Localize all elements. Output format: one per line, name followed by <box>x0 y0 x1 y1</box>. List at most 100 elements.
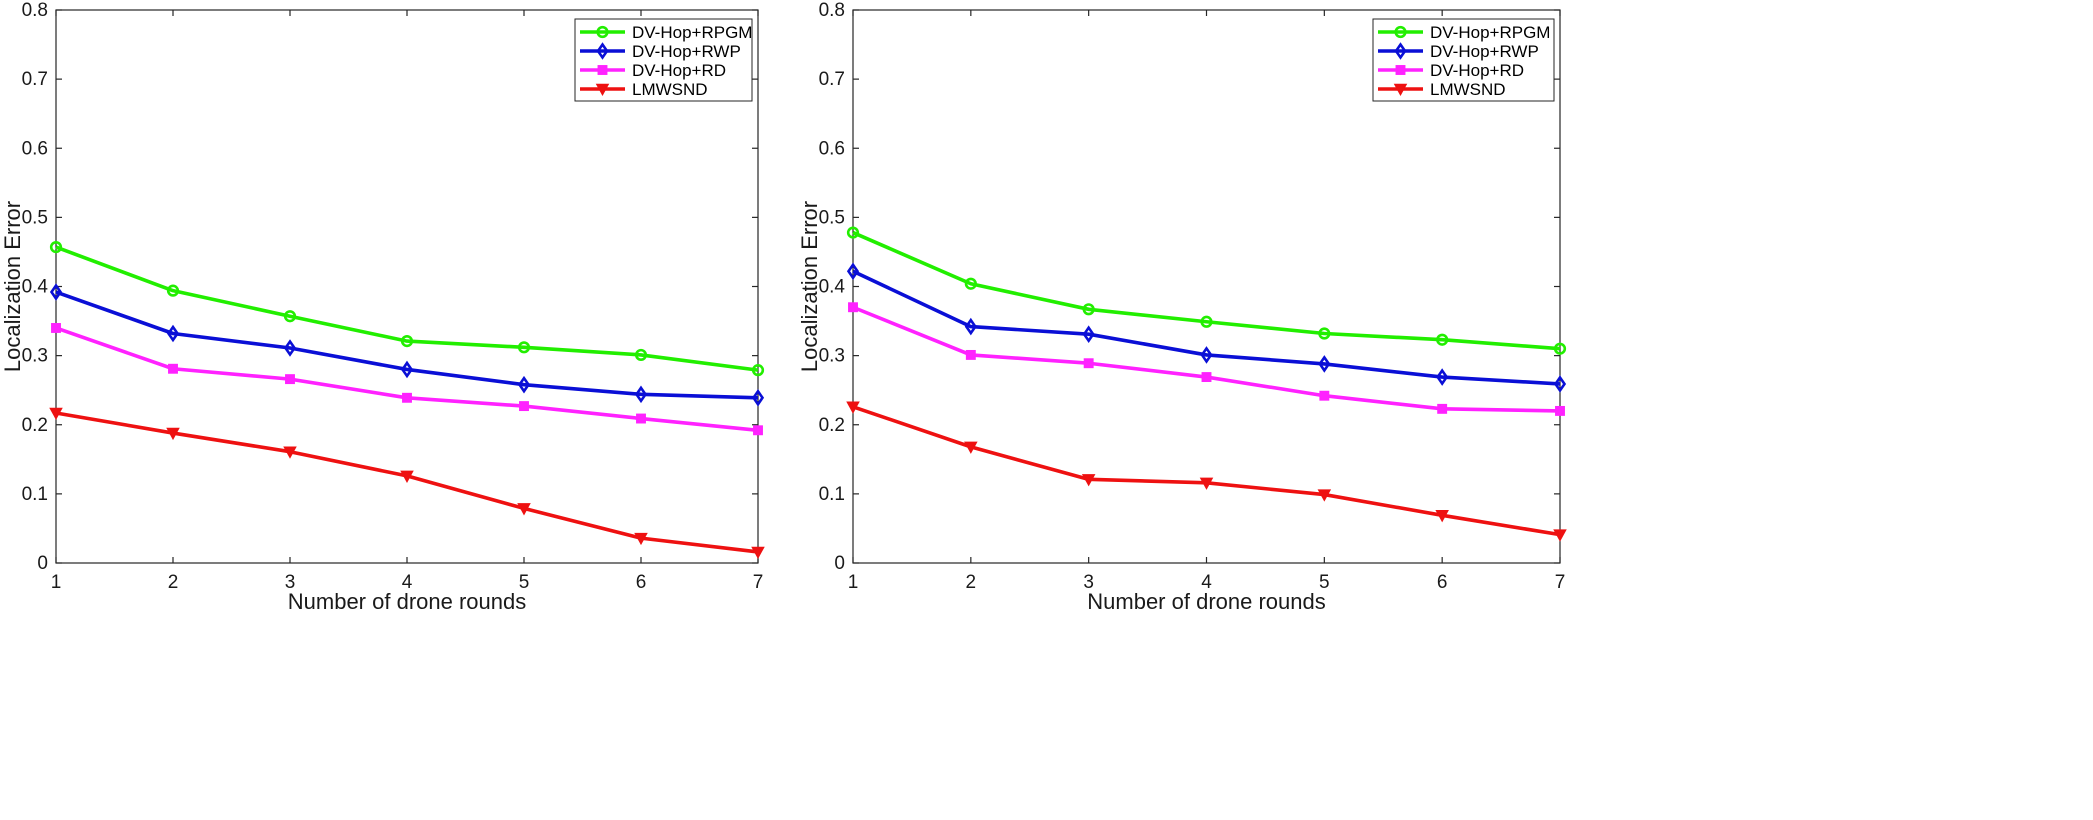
series-line <box>55 326 759 433</box>
y-axis-label: Localization Error <box>797 201 822 372</box>
data-point <box>400 470 414 483</box>
x-tick-label: 1 <box>848 572 859 593</box>
legend-marker <box>1393 83 1408 97</box>
data-point <box>634 532 648 546</box>
data-point <box>49 407 63 421</box>
y-tick-label: 0 <box>834 553 845 574</box>
series-line <box>55 290 759 400</box>
series-dv-hop-rwp <box>846 262 1567 393</box>
data-point <box>49 283 63 301</box>
series-lmwsnd <box>846 401 1567 542</box>
x-tick-label: 4 <box>1201 572 1212 593</box>
data-point <box>519 401 529 412</box>
legend-entry: DV-Hop+RD <box>632 61 726 80</box>
legend-entry: DV-Hop+RPGM <box>632 23 752 42</box>
chart-panel-1: 0 0.1 0.2 0.3 0.4 0.5 0.6 0.7 0.8 1 2 3 4 5 6 7 Number o… <box>0 0 765 614</box>
y-tick-label: 0.4 <box>22 277 49 298</box>
x-tick-label: 3 <box>1083 572 1094 593</box>
data-point <box>517 503 531 516</box>
x-tick-label: 5 <box>519 572 530 593</box>
data-point <box>636 413 646 424</box>
data-point <box>1318 327 1331 340</box>
data-point <box>283 446 297 459</box>
data-point <box>400 360 414 379</box>
legend-entry: DV-Hop+RWP <box>632 42 741 61</box>
x-tick-label: 6 <box>1437 572 1448 593</box>
legend-entry: DV-Hop+RWP <box>1430 42 1539 61</box>
data-point <box>964 317 977 336</box>
y-tick-label: 0.8 <box>819 0 845 21</box>
x-tick-label: 2 <box>168 572 179 593</box>
data-point <box>846 226 860 239</box>
data-point <box>848 302 858 313</box>
data-point <box>1200 315 1213 328</box>
legend-marker <box>1394 25 1407 39</box>
data-point <box>1553 342 1567 355</box>
y-tick-label: 0.7 <box>819 69 845 90</box>
data-point <box>166 324 180 343</box>
data-point <box>634 348 648 362</box>
data-point <box>753 425 763 436</box>
data-point <box>1199 477 1214 490</box>
data-point <box>634 385 648 404</box>
data-point <box>751 546 765 559</box>
y-tick-label: 0.3 <box>819 346 845 367</box>
series-line <box>852 269 1561 386</box>
y-tick-label: 0.8 <box>22 0 48 21</box>
legend-entry: DV-Hop+RD <box>1430 61 1524 80</box>
data-point <box>1201 372 1212 383</box>
legend-marker <box>596 25 609 39</box>
data-point <box>846 401 860 414</box>
data-point <box>1553 529 1567 542</box>
data-point <box>1081 474 1096 487</box>
data-point <box>1553 375 1567 393</box>
x-tick-label: 7 <box>1555 572 1566 593</box>
series-dv-hop-rpgm <box>49 240 765 377</box>
x-tick-label: 1 <box>51 572 62 593</box>
data-point <box>283 339 297 357</box>
data-point <box>1317 489 1332 502</box>
data-point <box>517 341 531 354</box>
data-point <box>1436 368 1449 386</box>
y-tick-label: 0.2 <box>819 415 845 436</box>
data-point <box>1555 405 1565 416</box>
data-point <box>964 277 977 290</box>
legend-marker <box>596 42 609 60</box>
y-tick-label: 0.6 <box>22 138 48 159</box>
y-axis-label: Localization Error <box>0 201 25 372</box>
data-point <box>1435 510 1449 523</box>
y-tick-label: 0.3 <box>22 346 48 367</box>
data-point <box>285 374 295 385</box>
data-point <box>283 310 297 323</box>
series-dv-hop-rd <box>848 302 1565 416</box>
series-dv-hop-rd <box>51 323 763 436</box>
data-point <box>517 375 531 394</box>
data-point <box>964 441 978 454</box>
y-tick-label: 0 <box>37 553 48 574</box>
data-point <box>1437 403 1448 414</box>
y-tick-label: 0.2 <box>22 415 48 436</box>
chart-panel-2: 0 0.1 0.2 0.3 0.4 0.5 0.6 0.7 0.8 1 2 3 4 5 6 7 Number o… <box>797 0 1567 614</box>
x-tick-label: 6 <box>636 572 647 593</box>
data-point <box>1200 346 1213 364</box>
data-point <box>1082 325 1095 343</box>
series-lmwsnd <box>49 407 765 559</box>
data-point <box>1082 303 1095 316</box>
data-point <box>846 262 860 281</box>
y-tick-label: 0.5 <box>22 207 48 228</box>
x-axis-label: Number of drone rounds <box>1087 589 1325 614</box>
data-point <box>1083 358 1094 369</box>
series-line <box>852 405 1561 537</box>
data-point <box>166 427 180 441</box>
y-tick-label: 0.4 <box>819 277 846 298</box>
series-line <box>852 230 1561 351</box>
series-dv-hop-rwp <box>49 283 765 407</box>
data-point <box>400 335 414 348</box>
data-point <box>751 389 765 407</box>
x-tick-label: 3 <box>285 572 296 593</box>
data-point <box>402 392 412 403</box>
y-tick-label: 0.1 <box>22 484 48 505</box>
